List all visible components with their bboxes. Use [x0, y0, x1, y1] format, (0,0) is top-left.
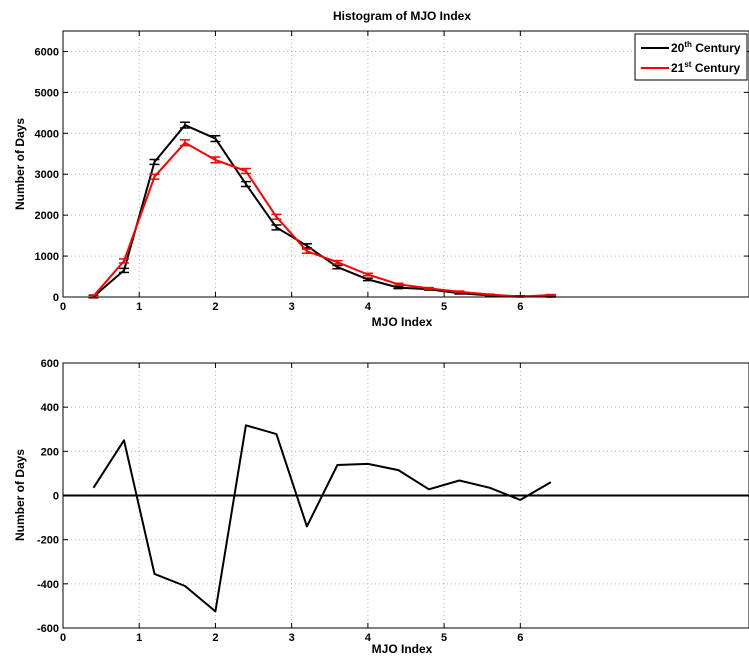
x-axis-label: MJO Index	[372, 315, 433, 329]
error-bar	[210, 156, 221, 164]
x-tick-label: 0	[60, 301, 66, 313]
y-tick-label: -200	[37, 535, 59, 547]
x-tick-label: 6	[517, 632, 523, 644]
legend-label-20th: 20th Century	[671, 40, 741, 55]
y-tick-label: 3000	[35, 169, 59, 181]
x-tick-label: 4	[365, 632, 372, 644]
y-tick-label: -600	[37, 623, 59, 635]
error-bar	[149, 158, 160, 166]
y-axis-label: Number of Days	[13, 449, 27, 541]
x-tick-label: 5	[441, 301, 447, 313]
y-tick-label: 6000	[35, 46, 59, 58]
series-lines	[63, 424, 749, 613]
axis-ticks: 0 1 2 3 4 5 6 -600 -400 -200 0 200 400 600	[37, 358, 749, 644]
y-tick-label: 1000	[35, 251, 59, 263]
x-tick-label: 1	[136, 632, 142, 644]
error-bar	[362, 277, 373, 282]
y-tick-label: 200	[41, 446, 59, 458]
x-tick-label: 2	[212, 632, 218, 644]
y-tick-label: 2000	[35, 210, 59, 222]
x-tick-label: 3	[289, 632, 295, 644]
x-tick-label: 4	[365, 301, 372, 313]
y-tick-label: -400	[37, 579, 59, 591]
y-axis-label: Number of Days	[13, 118, 27, 210]
error-bar	[393, 282, 404, 287]
x-tick-label: 2	[212, 301, 218, 313]
error-bar	[240, 180, 251, 188]
error-bar	[362, 272, 373, 277]
series-line-1	[92, 141, 551, 298]
y-tick-label: 0	[53, 491, 59, 503]
series-lines	[88, 121, 556, 299]
grid-lines	[63, 31, 749, 297]
y-tick-label: 4000	[35, 128, 59, 140]
error-bar	[240, 167, 251, 175]
x-tick-label: 6	[517, 301, 523, 313]
error-bar	[149, 173, 160, 180]
x-axis-label: MJO Index	[372, 642, 433, 656]
error-bar	[332, 264, 343, 270]
error-bar	[454, 290, 465, 294]
error-bar	[271, 213, 282, 220]
y-tick-label: 600	[41, 358, 59, 370]
legend-label-21st: 21st Century	[671, 60, 740, 75]
error-bar	[332, 259, 343, 265]
y-tick-label: 5000	[35, 87, 59, 99]
y-tick-label: 0	[53, 292, 59, 304]
x-tick-label: 5	[441, 632, 447, 644]
x-tick-label: 0	[60, 632, 66, 644]
error-bar	[118, 267, 129, 274]
y-tick-label: 400	[41, 402, 59, 414]
error-bar	[484, 293, 495, 296]
x-tick-label: 1	[136, 301, 142, 313]
error-bar	[545, 293, 556, 297]
plot-frame	[62, 30, 749, 298]
error-bar	[179, 121, 190, 129]
axis-ticks: 0 1 2 3 4 5 6 0 1000 2000 3000 4000 5000 6000	[35, 31, 749, 313]
histogram-chart: Histogram of MJO Index 0 1 2 3 4 5 6 0 1000 2000 3…	[13, 9, 749, 329]
error-bar	[301, 248, 312, 254]
x-tick-label: 3	[289, 301, 295, 313]
error-bar	[210, 135, 221, 143]
error-bar	[179, 139, 190, 147]
series-line-0	[92, 424, 552, 613]
chart-title: Histogram of MJO Index	[333, 9, 471, 23]
error-bar	[271, 224, 282, 231]
error-bar	[423, 286, 434, 290]
legend-box	[634, 33, 748, 81]
legend: 20th Century 21st Century	[634, 33, 748, 81]
error-bar	[393, 285, 404, 290]
error-bar	[118, 258, 129, 264]
